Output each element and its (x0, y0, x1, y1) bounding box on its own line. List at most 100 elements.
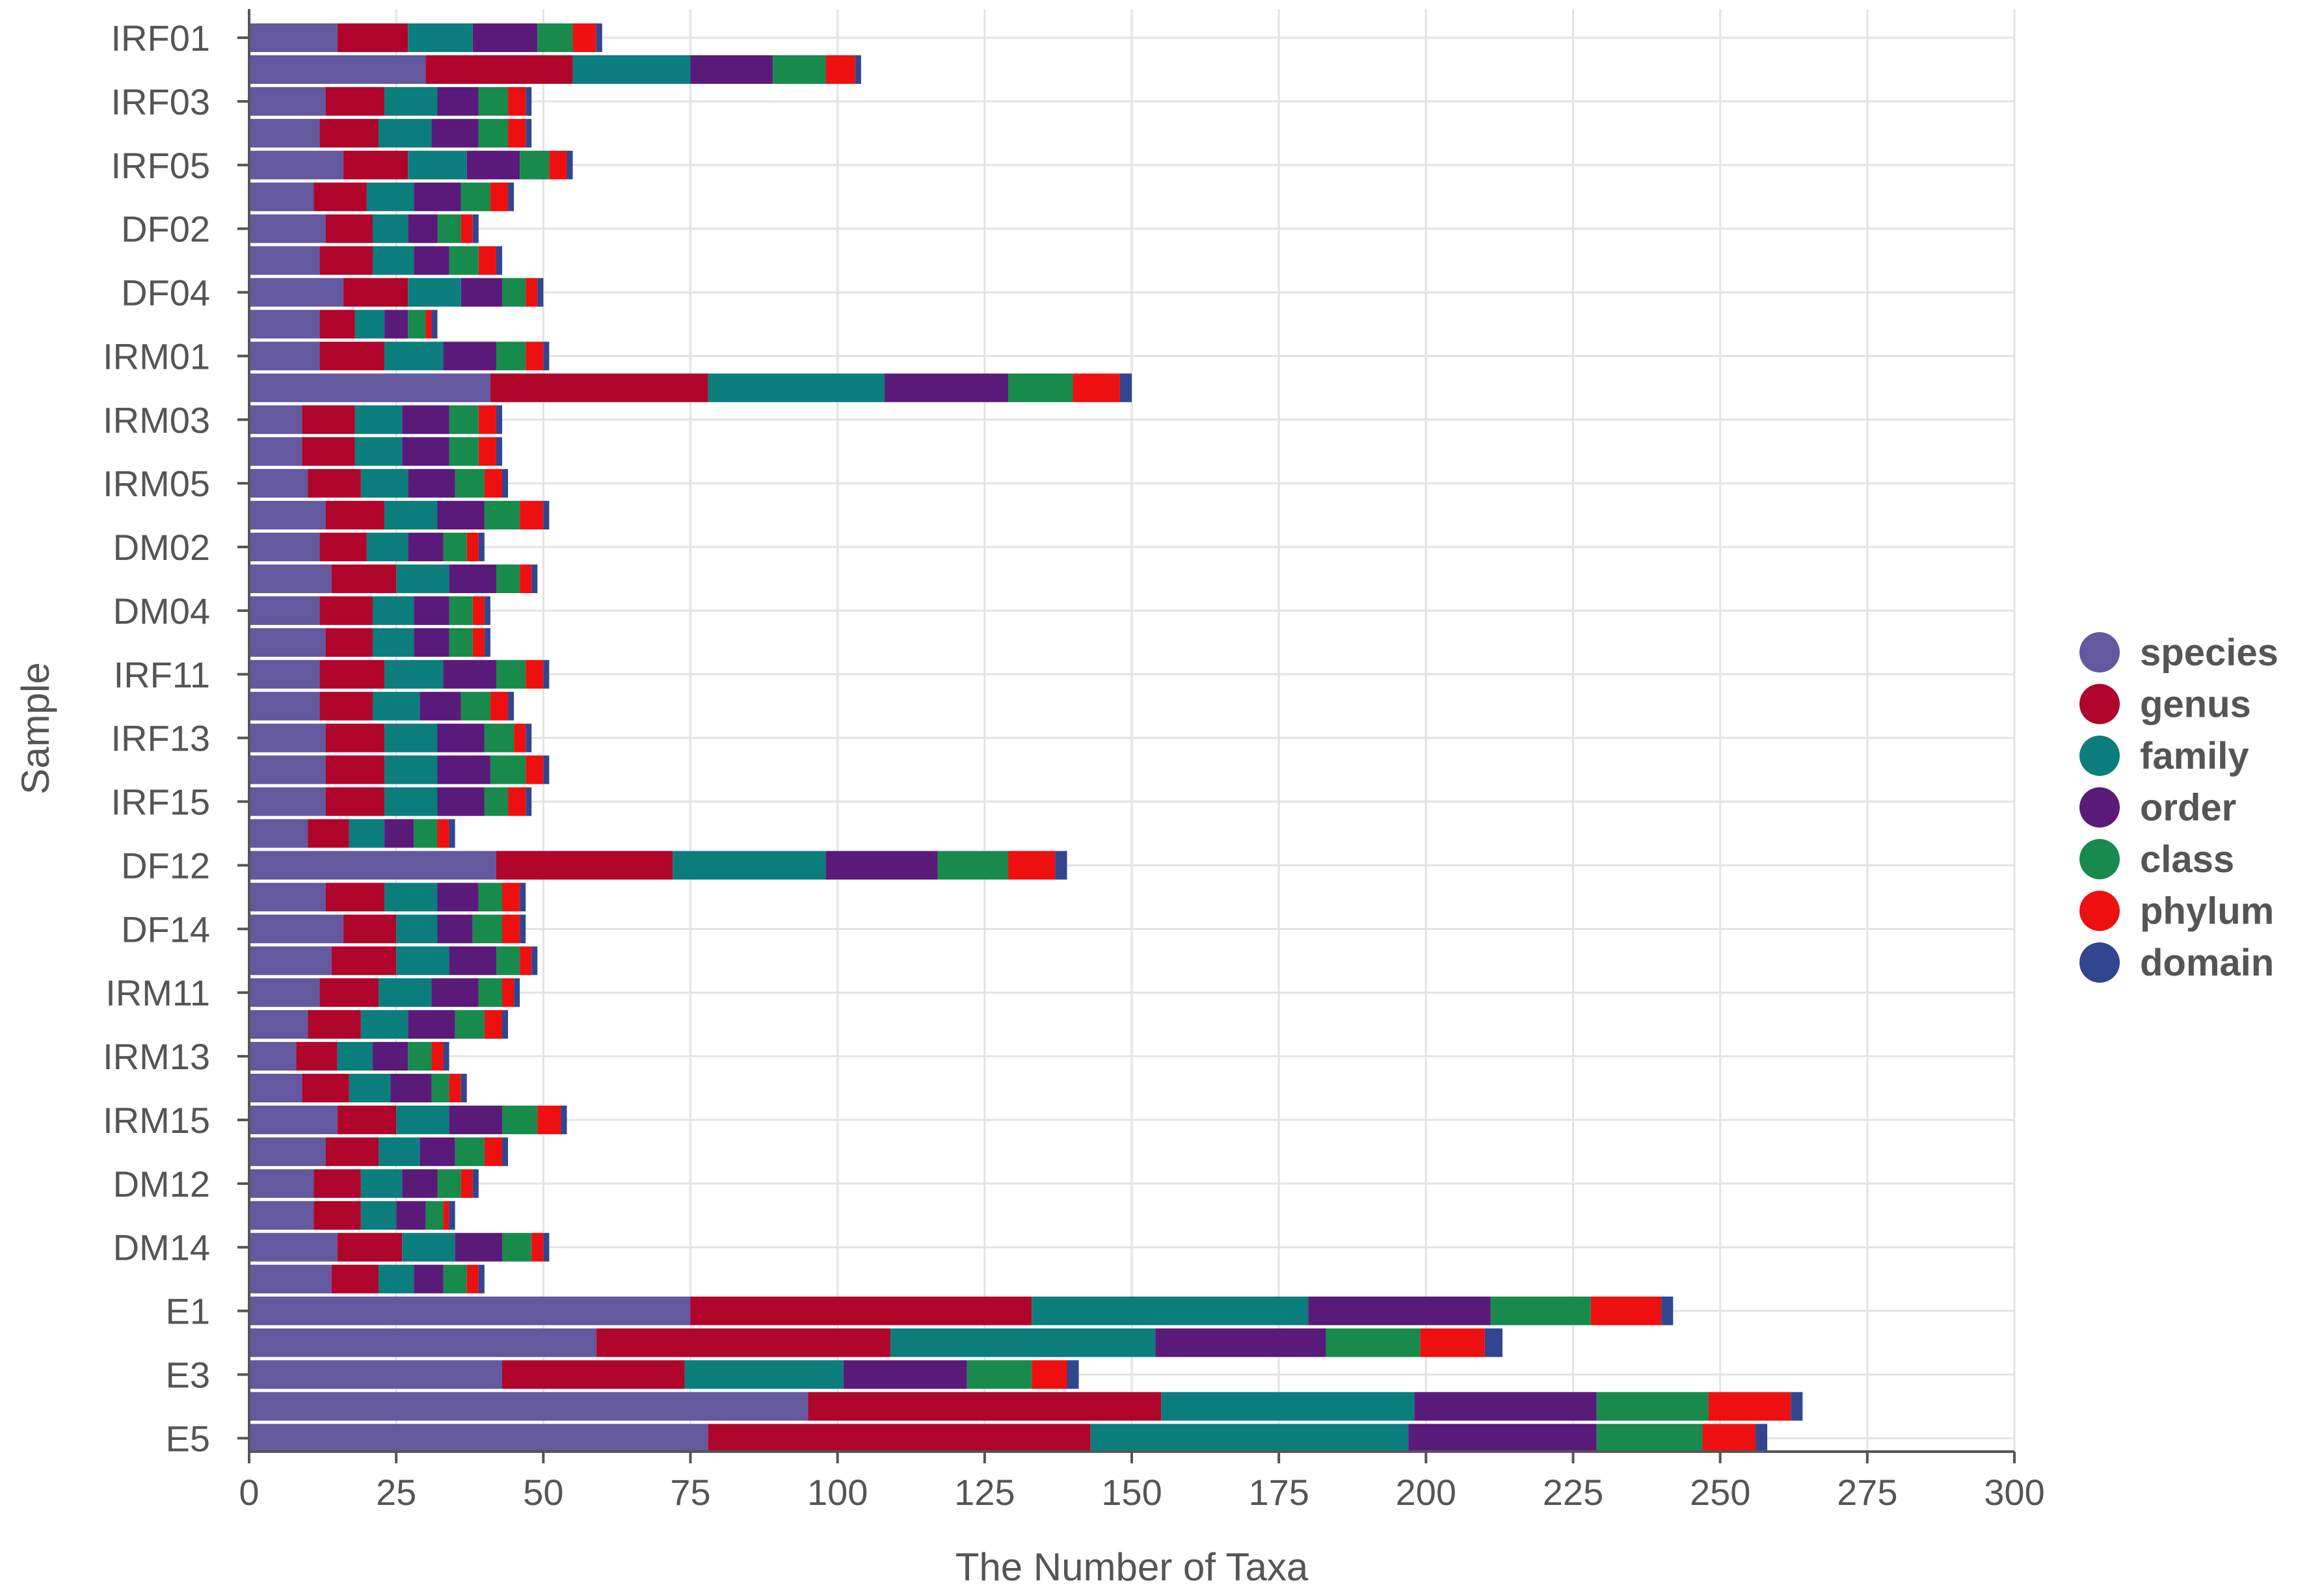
bar-genus-e4 (808, 1392, 1162, 1421)
bar-species-irm15 (249, 1105, 338, 1134)
bar-phylum-irm01 (526, 341, 544, 371)
bar-class-df05 (408, 310, 426, 339)
bar-family-irf02 (572, 55, 691, 84)
bar-species-irm12 (249, 1010, 308, 1039)
bar-phylum-irm16 (484, 1137, 503, 1166)
bar-species-irm13 (249, 1042, 297, 1071)
legend-item-domain[interactable]: domain (2079, 942, 2274, 984)
bar-phylum-dm13 (443, 1201, 449, 1230)
bar-class-irm04 (449, 437, 479, 466)
legend-item-genus[interactable]: genus (2079, 684, 2251, 726)
bar-order-irf05 (466, 150, 520, 180)
bar-domain-irm12 (502, 1010, 509, 1039)
bar-phylum-dm02 (466, 533, 479, 562)
bar-genus-irf16 (308, 819, 349, 848)
x-tick-label: 75 (670, 1472, 710, 1513)
bar-family-df02 (372, 214, 408, 243)
bar-order-irm12 (408, 1010, 455, 1039)
bar-order-irf03 (437, 86, 479, 116)
bar-species-irf13 (249, 723, 326, 752)
bar-domain-irm03 (496, 405, 503, 434)
bar-phylum-e3 (1032, 1360, 1067, 1389)
y-tick-label: IRF05 (111, 145, 211, 186)
x-tick-label: 300 (1984, 1472, 2044, 1513)
bar-genus-dm13 (314, 1201, 361, 1230)
y-tick-label: DF12 (121, 845, 210, 886)
bar-genus-dm02 (319, 533, 367, 562)
bar-domain-dm15 (478, 1264, 485, 1294)
legend-item-class[interactable]: class (2079, 838, 2234, 881)
bar-phylum-irf12 (490, 691, 509, 721)
bar-domain-df04 (537, 278, 544, 307)
bar-phylum-irm15 (537, 1105, 561, 1134)
bar-domain-irm13 (443, 1042, 449, 1071)
bar-phylum-irf14 (526, 755, 544, 784)
bar-class-dm04 (449, 596, 473, 625)
bar-species-irf06 (249, 182, 314, 211)
bar-class-df03 (449, 246, 479, 275)
bar-domain-irm01 (543, 341, 550, 371)
legend-item-family[interactable]: family (2079, 735, 2249, 777)
bar-class-df02 (437, 214, 461, 243)
bar-phylum-irm12 (484, 1010, 503, 1039)
bar-species-dm05 (249, 628, 326, 657)
bar-family-irm15 (396, 1105, 449, 1134)
bar-family-irf01 (408, 23, 473, 52)
bar-class-irf12 (461, 691, 490, 721)
bar-genus-irm13 (296, 1042, 338, 1071)
bar-class-e2 (1326, 1328, 1421, 1357)
x-tick-label: 25 (376, 1472, 416, 1513)
bar-phylum-irm14 (449, 1074, 461, 1103)
legend-swatch-class (2079, 839, 2120, 879)
bar-species-irf16 (249, 819, 308, 848)
bar-genus-df13 (325, 883, 385, 912)
bar-class-dm13 (425, 1201, 444, 1230)
bar-order-df13 (437, 883, 479, 912)
bar-domain-irm14 (461, 1074, 467, 1103)
bar-species-irm03 (249, 405, 302, 434)
bar-order-e1 (1308, 1296, 1491, 1325)
bar-genus-irm02 (490, 373, 708, 403)
y-tick-label: IRF13 (111, 718, 211, 759)
legend-item-order[interactable]: order (2079, 787, 2236, 829)
bar-domain-dm12 (472, 1169, 479, 1198)
bar-genus-irm05 (308, 469, 361, 498)
bar-species-e5 (249, 1424, 708, 1453)
bar-genus-dm15 (331, 1264, 379, 1294)
bar-phylum-irm11 (502, 978, 514, 1007)
legend-item-phylum[interactable]: phylum (2079, 890, 2274, 933)
bar-domain-dm13 (449, 1201, 455, 1230)
y-tick-label: IRF03 (111, 81, 211, 122)
legend-swatch-domain (2079, 942, 2120, 983)
bar-order-dm03 (449, 564, 496, 593)
bar-class-irf04 (478, 118, 509, 148)
bar-phylum-irm03 (478, 405, 496, 434)
bar-family-irf12 (372, 691, 420, 721)
bar-family-e3 (684, 1360, 844, 1389)
bar-order-df14 (437, 914, 473, 944)
bar-family-df14 (396, 914, 438, 944)
bar-domain-dm04 (484, 596, 490, 625)
y-tick-label: DM14 (113, 1227, 210, 1268)
bar-species-dm13 (249, 1201, 314, 1230)
y-tick-label: DM02 (113, 527, 210, 568)
bar-family-irf06 (366, 182, 414, 211)
y-tick-label: IRF01 (111, 18, 211, 59)
bar-order-irm01 (443, 341, 496, 371)
bar-phylum-e2 (1420, 1328, 1485, 1357)
bar-class-dm15 (443, 1264, 467, 1294)
legend-swatch-family (2079, 736, 2120, 776)
legend-label-species: species (2140, 632, 2278, 674)
y-tick-label: E3 (166, 1354, 211, 1395)
legend-item-species[interactable]: species (2079, 632, 2278, 674)
bar-species-e1 (249, 1296, 691, 1325)
bar-species-irf12 (249, 691, 320, 721)
bar-family-irm16 (379, 1137, 420, 1166)
legend-swatch-order (2079, 787, 2120, 828)
bar-genus-irf11 (319, 659, 385, 689)
bar-domain-e2 (1484, 1328, 1503, 1357)
bar-family-dm12 (360, 1169, 403, 1198)
bar-domain-irm11 (514, 978, 520, 1007)
legend-label-order: order (2140, 787, 2236, 829)
bar-order-dm13 (396, 1201, 426, 1230)
